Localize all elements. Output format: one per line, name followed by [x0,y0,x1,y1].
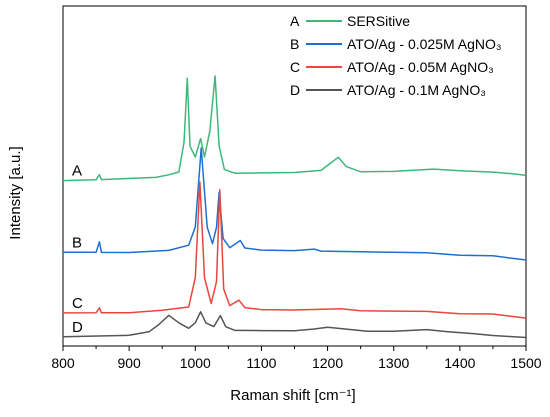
plot-frame [62,5,527,347]
x-tick-label: 1500 [510,355,541,371]
curve-label-D: D [72,319,83,336]
series-line-A [62,75,527,182]
legend-label-B: ATO/Ag - 0.025M AgNO₃ [347,36,502,52]
legend: A SERSitive B ATO/Ag - 0.025M AgNO₃ C ATO/Ag … [290,13,502,98]
series-layer [62,75,527,339]
x-axis-title: Raman shift [cm⁻¹] [230,387,355,404]
x-tick-label: 800 [51,355,75,371]
curve-label-A: A [72,162,82,179]
x-tick-label: 1300 [378,355,409,371]
x-axis: 800 900 1000 1100 1200 1300 1400 1500 [51,346,542,371]
x-tick-label: 900 [117,355,141,371]
legend-label-A: SERSitive [347,13,410,29]
curve-label-C: C [72,295,83,312]
legend-id-D: D [290,82,300,98]
series-line-C [62,181,527,319]
y-axis-title: Intensity [a.u.] [7,146,24,239]
plot-border [62,5,527,347]
x-tick-label: 1100 [246,355,276,371]
legend-id-B: B [290,36,299,52]
legend-id-C: C [290,59,300,75]
x-tick-label: 1000 [180,355,211,371]
curve-label-B: B [72,235,82,252]
x-tick-label: 1400 [444,355,475,371]
series-line-D [62,311,527,339]
x-tick-label: 1200 [312,355,343,371]
legend-label-D: ATO/Ag - 0.1M AgNO₃ [347,82,486,98]
legend-label-C: ATO/Ag - 0.05M AgNO₃ [347,59,494,75]
series-line-B [63,147,527,261]
legend-id-A: A [290,13,300,29]
curve-labels: A B CD [72,162,83,336]
